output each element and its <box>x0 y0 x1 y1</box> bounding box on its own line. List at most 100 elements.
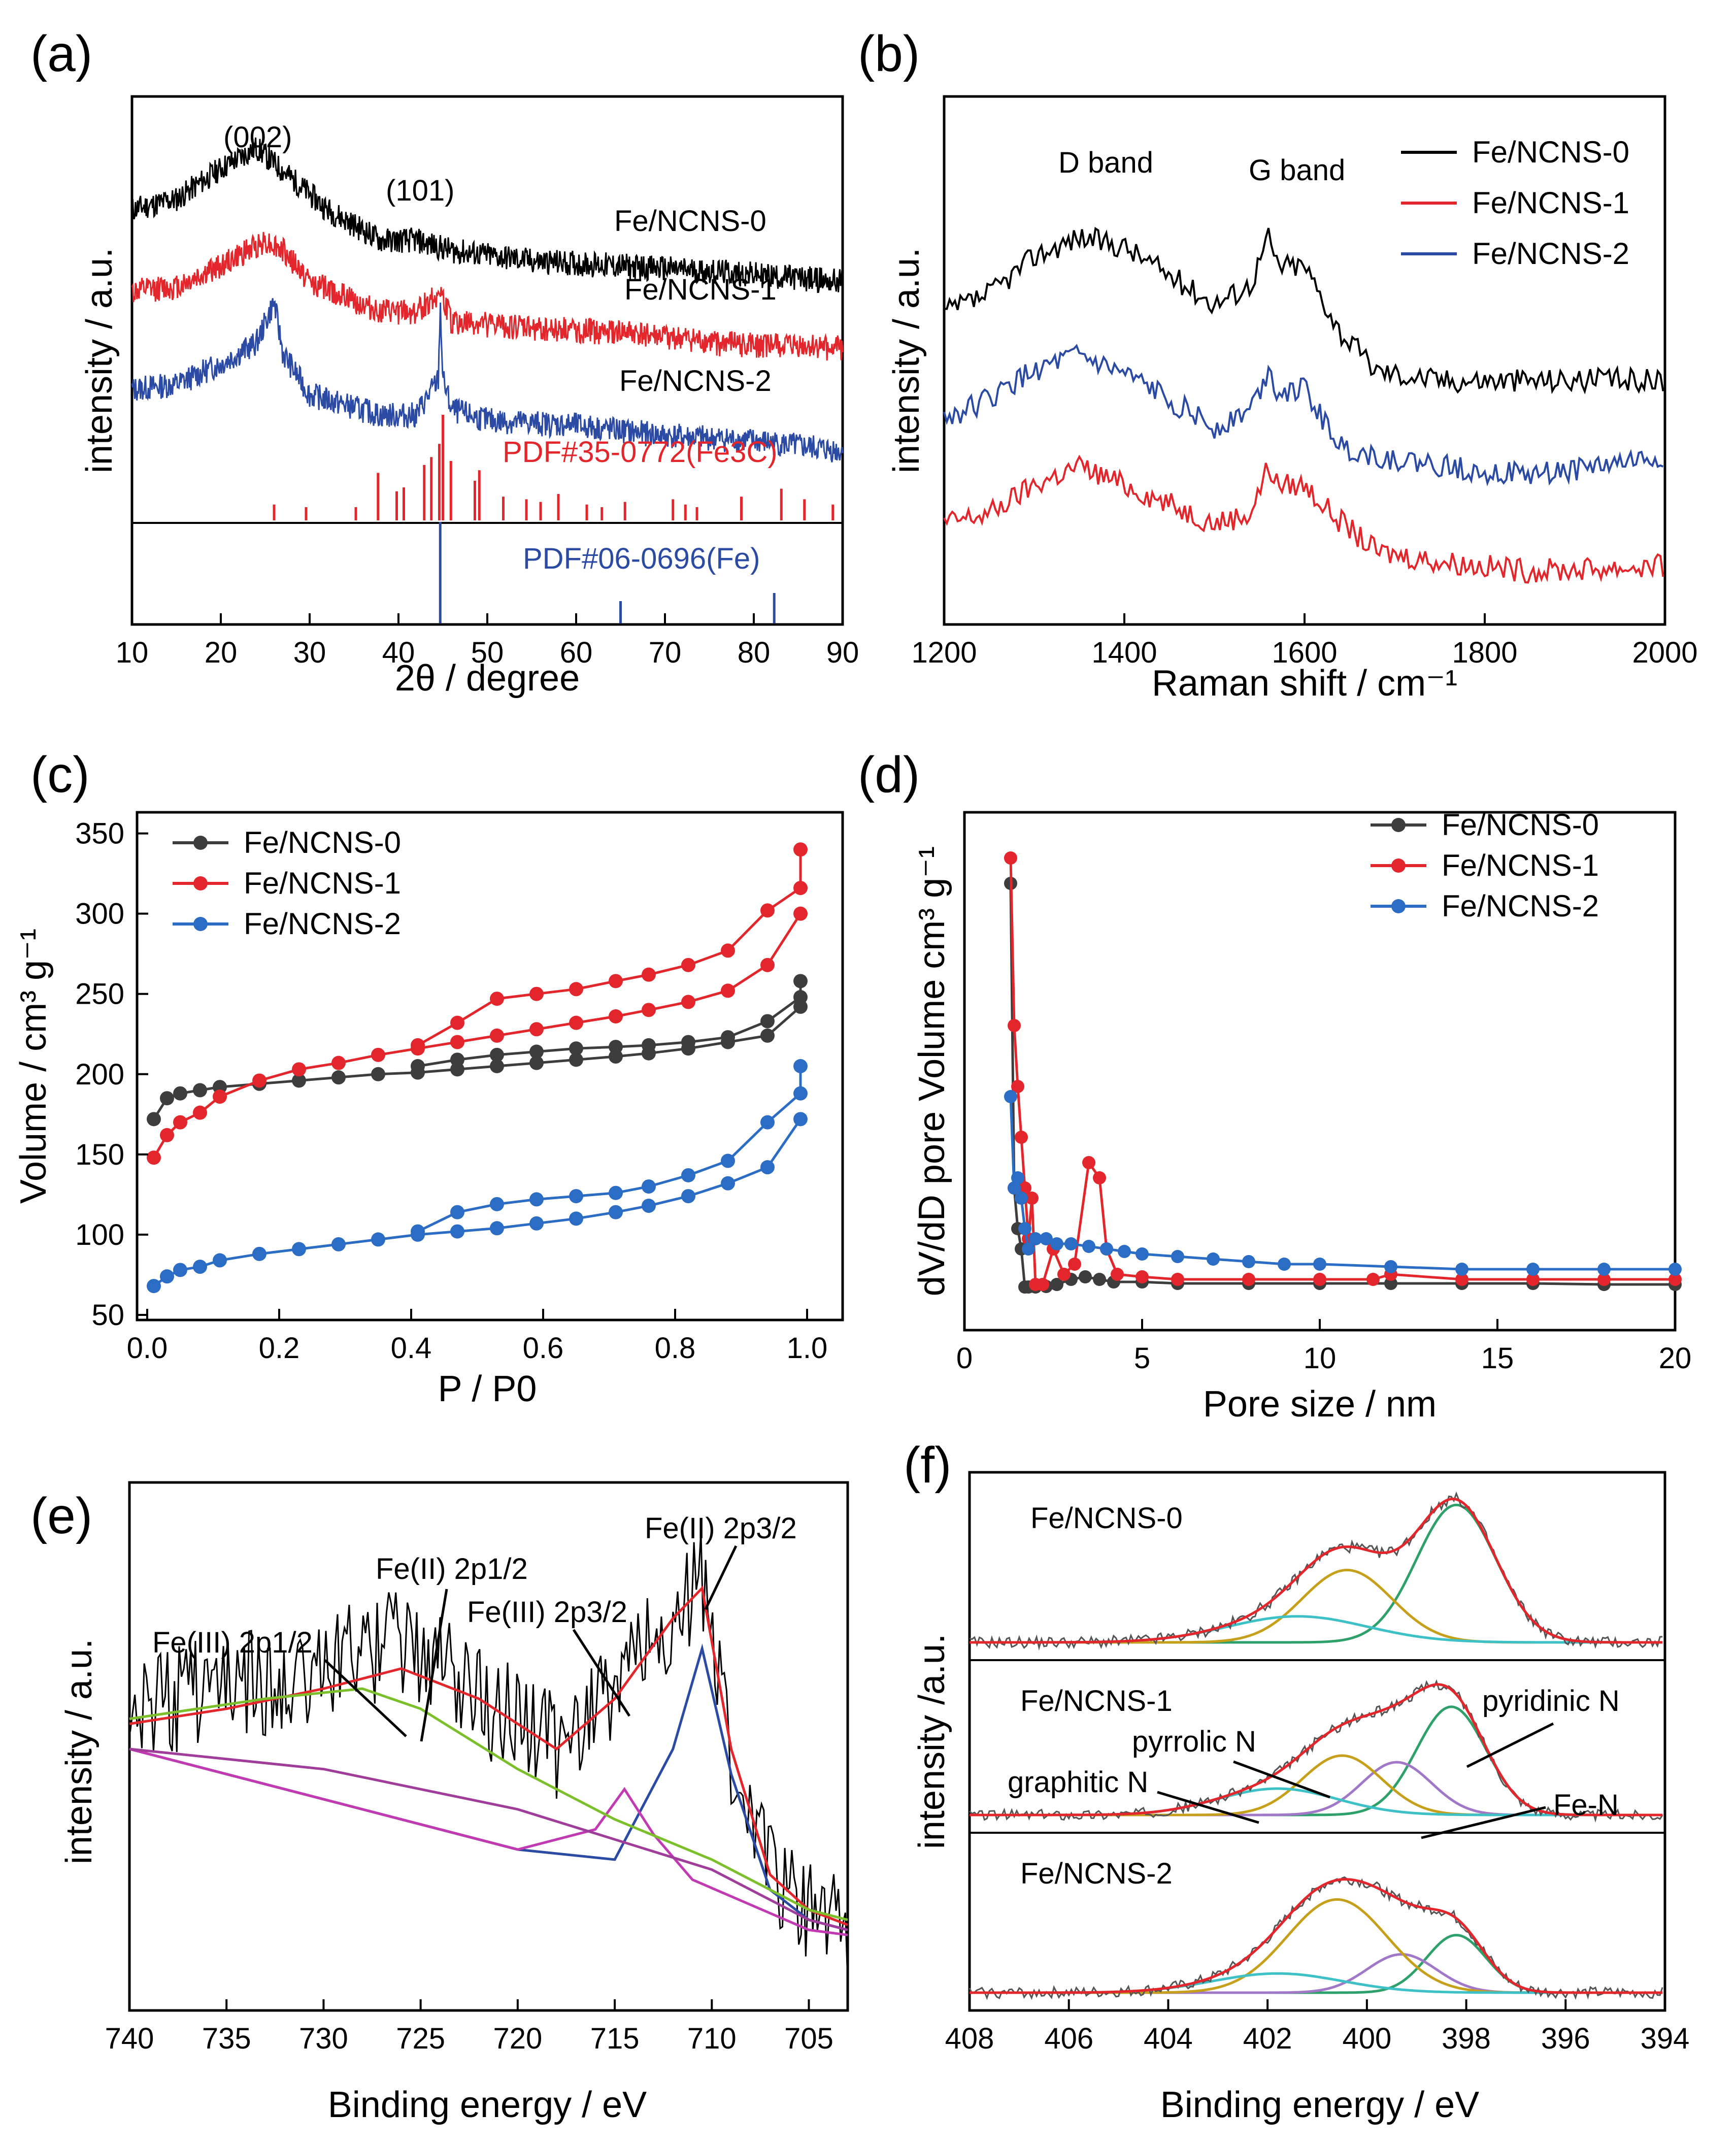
isotherm-ads-point-1-13 <box>569 1015 583 1030</box>
panel-b-legend: Fe/NCNS-0 Fe/NCNS-1 Fe/NCNS-2 <box>1401 135 1629 271</box>
raman-series-0 <box>944 226 1664 394</box>
band-label-d: D band <box>1058 146 1153 179</box>
psd-point-2-7 <box>1040 1232 1053 1245</box>
psd-point-1-12 <box>1082 1156 1095 1169</box>
a-x-tick-label-3: 40 <box>382 636 415 669</box>
annotation-fe2-2p32: Fe(II) 2p3/2 <box>645 1512 797 1545</box>
psd-point-0-17 <box>1384 1277 1397 1290</box>
annotation-graphitic: graphitic N <box>1008 1766 1148 1799</box>
isotherm-ads-point-2-11 <box>490 1221 504 1236</box>
isotherm-des-point-2-9 <box>490 1197 504 1211</box>
psd-point-1-13 <box>1093 1171 1106 1184</box>
panel-d-x-title: Pore size / nm <box>1203 1384 1437 1425</box>
arrow-pyridinic <box>1466 1722 1554 1768</box>
isotherm-des-point-0-4 <box>681 1035 695 1049</box>
psd-point-1-6 <box>1025 1192 1039 1205</box>
panel-b-x-ticks: 1200 1400 1600 1800 2000 <box>911 613 1698 669</box>
panel-e-frame <box>128 1481 849 2012</box>
isotherm-des-point-2-3 <box>721 1153 735 1168</box>
psd-point-1-17 <box>1171 1273 1184 1286</box>
peak-label-002: (002) <box>223 121 292 154</box>
xrd-series-2 <box>131 298 844 463</box>
b-legend-text-0: Fe/NCNS-0 <box>1472 135 1629 169</box>
panel-c-y-ticks: 50 100 150 200 250 300 350 <box>75 817 148 1332</box>
c-x-tick-label-1: 0.2 <box>259 1332 300 1365</box>
isotherm-des-point-1-11 <box>411 1038 425 1052</box>
psd-point-2-8 <box>1050 1237 1063 1250</box>
isotherm-ads-point-0-8 <box>371 1067 385 1081</box>
f-x-tick-label-2: 404 <box>1144 2022 1193 2055</box>
isotherm-des-point-1-3 <box>721 943 735 958</box>
f-x-tick-label-1: 406 <box>1044 2022 1093 2055</box>
d-legend-text-2: Fe/NCNS-2 <box>1442 889 1599 923</box>
xps-n-component-2-1 <box>970 1953 1663 1994</box>
psd-point-2-19 <box>1384 1260 1397 1273</box>
isotherm-ads-point-0-11 <box>490 1059 504 1073</box>
panel-d-series-group <box>1004 851 1682 1294</box>
isotherm-ads-point-2-10 <box>450 1224 464 1239</box>
psd-point-2-3 <box>1015 1192 1028 1205</box>
e-x-tick-label-5: 715 <box>590 2022 640 2055</box>
psd-point-2-14 <box>1171 1250 1184 1263</box>
panel-f-x-title: Binding energy / eV <box>1160 2085 1479 2125</box>
panel-a-series-group <box>131 137 844 463</box>
c-legend-text-1: Fe/NCNS-1 <box>244 866 401 900</box>
series-label-a-1: Fe/NCNS-1 <box>624 273 777 306</box>
isotherm-des-point-2-10 <box>450 1205 464 1219</box>
xps-fe-curve-5 <box>129 1747 848 1931</box>
series-label-a-2: Fe/NCNS-2 <box>619 365 772 398</box>
psd-point-1-8 <box>1036 1278 1049 1291</box>
psd-point-2-20 <box>1455 1263 1468 1276</box>
f-x-tick-label-4: 400 <box>1342 2022 1391 2055</box>
isotherm-des-point-1-2 <box>760 903 775 918</box>
isotherm-ads-point-1-4 <box>213 1089 227 1104</box>
psd-point-2-11 <box>1100 1242 1113 1256</box>
isotherm-ads-point-1-14 <box>609 1009 623 1024</box>
panel-d-label: (d) <box>858 746 920 803</box>
isotherm-des-point-2-7 <box>569 1189 583 1204</box>
isotherm-des-point-2-6 <box>609 1185 623 1200</box>
isotherm-des-point-0-7 <box>569 1041 583 1056</box>
d-x-tick-label-1: 5 <box>1134 1342 1150 1375</box>
isotherm-ads-point-2-6 <box>292 1242 306 1257</box>
c-y-tick-label-6: 350 <box>75 817 124 850</box>
psd-point-2-6 <box>1029 1232 1042 1245</box>
isotherm-ads-point-1-18 <box>760 958 775 972</box>
a-x-tick-label-1: 20 <box>205 636 238 669</box>
panel-a-x-title: 2θ / degree <box>395 658 580 699</box>
c-legend-text-0: Fe/NCNS-0 <box>244 826 401 860</box>
c-y-tick-label-4: 250 <box>75 978 124 1011</box>
isotherm-ads-line-2 <box>153 1118 802 1287</box>
panel-e: (e) Fe(III) 2p1/2 Fe(II) 2p1/2 Fe(III) 2… <box>30 1481 849 2125</box>
panel-c-x-ticks: 0.0 0.2 0.4 0.6 0.8 1.0 <box>127 1309 827 1365</box>
panel-b-y-title: intensity / a.u. <box>886 248 927 473</box>
e-x-tick-label-6: 710 <box>687 2022 737 2055</box>
isotherm-ads-point-1-17 <box>721 983 735 998</box>
c-legend-marker-0 <box>193 836 208 850</box>
b-x-tick-label-2: 1600 <box>1272 636 1337 669</box>
psd-point-0-8 <box>1050 1278 1063 1291</box>
xps-n-raw-2 <box>969 1876 1663 2000</box>
isotherm-des-point-1-4 <box>681 958 695 972</box>
arrow-fe2-2p32 <box>704 1545 738 1610</box>
isotherm-ads-point-2-5 <box>252 1246 266 1261</box>
d-x-tick-label-4: 20 <box>1659 1342 1692 1375</box>
d-legend-marker-2 <box>1391 899 1406 913</box>
psd-point-2-21 <box>1526 1263 1540 1276</box>
d-x-tick-label-2: 10 <box>1304 1342 1337 1375</box>
e-x-tick-label-4: 720 <box>493 2022 542 2055</box>
isotherm-ads-point-0-6 <box>292 1073 306 1088</box>
isotherm-ads-point-1-16 <box>681 995 695 1009</box>
isotherm-ads-point-1-7 <box>331 1055 346 1070</box>
isotherm-ads-point-2-3 <box>193 1260 207 1274</box>
psd-point-0-10 <box>1079 1270 1092 1283</box>
isotherm-des-point-1-10 <box>450 1015 464 1030</box>
isotherm-ads-point-2-13 <box>569 1211 583 1226</box>
psd-point-1-24 <box>1597 1273 1611 1286</box>
xrd-series-0 <box>131 137 844 293</box>
xps-fe-curve-4 <box>129 1687 848 1922</box>
annotation-fe2-2p12: Fe(II) 2p1/2 <box>376 1553 528 1586</box>
annotation-pyrrolic: pyrrolic N <box>1132 1725 1256 1758</box>
panel-f: (f) Fe/NCNS-0 Fe/NCNS-1 Fe/NCNS-2 pyrrol… <box>904 1437 1689 2125</box>
